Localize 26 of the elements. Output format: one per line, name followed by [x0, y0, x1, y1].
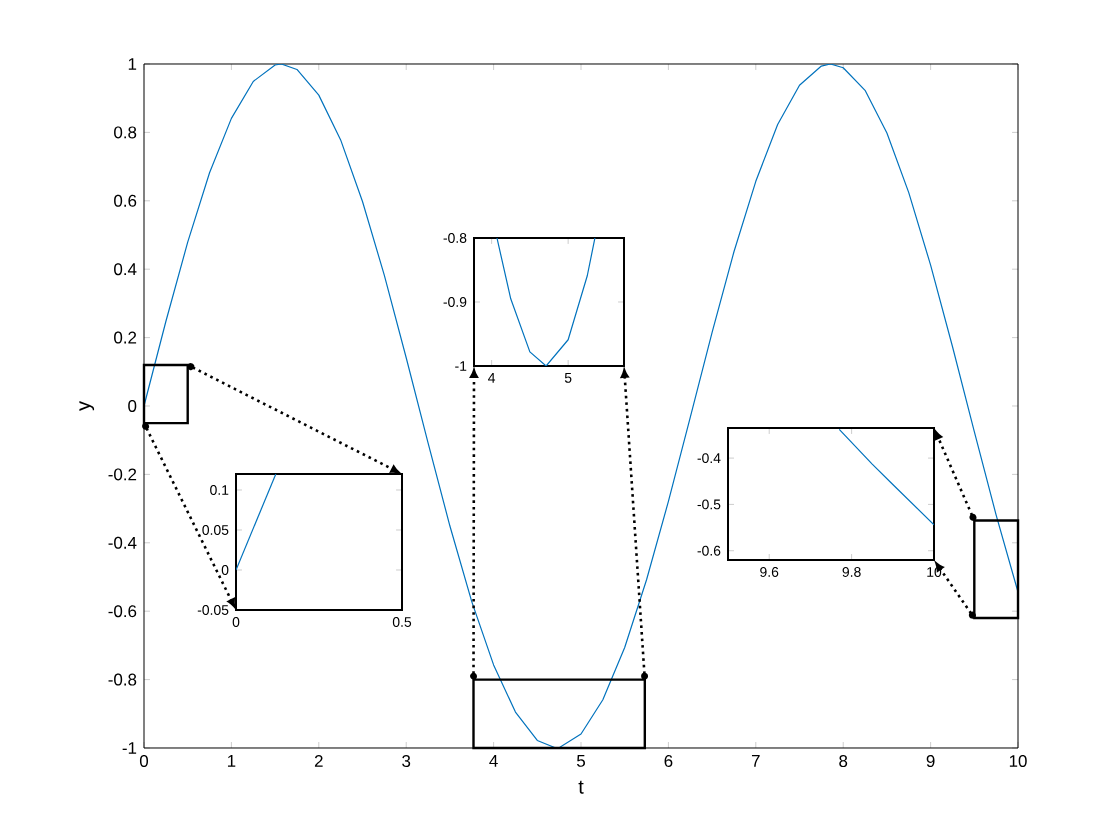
y-tick-label: -0.2: [108, 468, 137, 481]
x-axis-title: t: [578, 780, 584, 794]
y-tick-label: 0.6: [114, 194, 137, 207]
y-tick-label: 0.2: [114, 331, 137, 344]
x-tick-label: 5: [576, 755, 586, 767]
line-series: [144, 63, 1019, 748]
line-series: [496, 237, 596, 366]
line-series: [838, 428, 935, 526]
x-tick-label: 7: [751, 755, 760, 767]
y-tick-label: 0.4: [114, 263, 137, 276]
y-tick-label: -0.8: [108, 673, 137, 686]
y-tick-label: -0.4: [108, 536, 137, 549]
y-tick-label: -0.6: [108, 605, 137, 618]
x-tick-label: 4: [489, 755, 498, 767]
x-tick-label: 2: [314, 755, 323, 767]
x-tick-label: 6: [664, 755, 673, 768]
x-tick-label: 8: [839, 755, 848, 768]
y-tick-label: -1: [122, 742, 137, 754]
x-tick-label: 10: [1009, 755, 1027, 768]
y-axis-title: y: [79, 401, 95, 411]
y-tick-label: 0: [128, 400, 137, 412]
y-tick-label: 0.8: [114, 126, 137, 139]
x-tick-label: 9: [926, 755, 935, 768]
x-tick-label: 3: [402, 755, 411, 768]
x-tick-label: 0: [139, 755, 149, 768]
y-tick-label: 1: [128, 58, 137, 70]
